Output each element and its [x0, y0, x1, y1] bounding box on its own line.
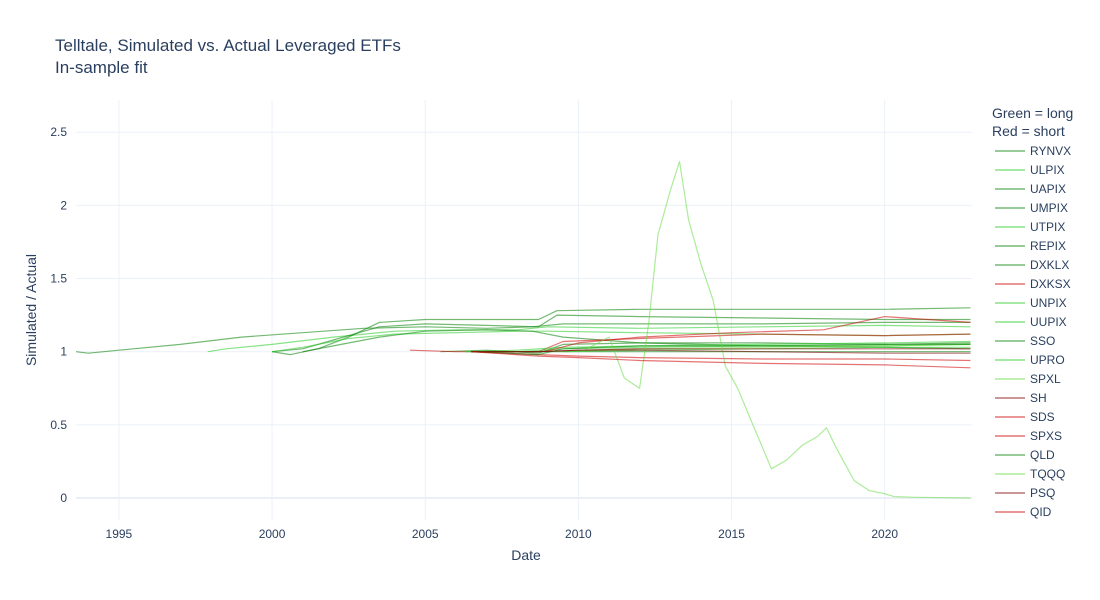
legend-item-sds[interactable]: SDS — [995, 410, 1055, 424]
legend-item-dxksx[interactable]: DXKSX — [995, 277, 1071, 291]
legend-items: RYNVX ULPIX UAPIX UMPIX UTPIX REPIX DXKLX DXKSX… — [995, 144, 1071, 519]
legend-item-spxl[interactable]: SPXL — [995, 372, 1061, 386]
legend-label: SDS — [1030, 410, 1055, 424]
legend-label: DXKSX — [1030, 277, 1071, 291]
grid-layer — [76, 100, 972, 520]
legend-label: SSO — [1030, 334, 1055, 348]
legend-label: DXKLX — [1030, 258, 1069, 272]
legend: Green = long Red = short RYNVX ULPIX UAPIX… — [992, 105, 1073, 519]
legend-title-long: Green = long — [992, 105, 1073, 121]
series-line-umpix — [271, 314, 971, 353]
y-tick-label: 2 — [60, 198, 67, 212]
legend-item-psq[interactable]: PSQ — [995, 486, 1055, 500]
legend-label: REPIX — [1030, 239, 1066, 253]
legend-item-repix[interactable]: REPIX — [995, 239, 1066, 253]
legend-label: UTPIX — [1030, 220, 1065, 234]
series-layer — [75, 160, 971, 499]
legend-item-umpix[interactable]: UMPIX — [995, 201, 1068, 215]
legend-item-utpix[interactable]: UTPIX — [995, 220, 1065, 234]
legend-label: UPRO — [1030, 353, 1065, 367]
legend-item-unpix[interactable]: UNPIX — [995, 296, 1067, 310]
legend-label: PSQ — [1030, 486, 1055, 500]
legend-item-rynvx[interactable]: RYNVX — [995, 144, 1071, 158]
chart-title: Telltale, Simulated vs. Actual Leveraged… — [55, 36, 401, 55]
y-tick-label: 2.5 — [50, 125, 67, 139]
x-tick-label: 2000 — [259, 527, 286, 541]
x-axis-title: Date — [511, 547, 541, 563]
x-tick-label: 2010 — [565, 527, 592, 541]
legend-label: ULPIX — [1030, 163, 1065, 177]
legend-title-short: Red = short — [992, 123, 1065, 139]
series-line-tqqq — [581, 160, 971, 499]
y-tick-label: 1 — [60, 345, 67, 359]
series-line-psq — [471, 349, 971, 354]
x-tick-label: 2015 — [718, 527, 745, 541]
legend-item-ulpix[interactable]: ULPIX — [995, 163, 1065, 177]
legend-label: RYNVX — [1030, 144, 1071, 158]
legend-label: QLD — [1030, 448, 1055, 462]
y-axis-title: Simulated / Actual — [23, 254, 39, 366]
legend-label: UMPIX — [1030, 201, 1068, 215]
legend-label: SPXL — [1030, 372, 1061, 386]
legend-label: TQQQ — [1030, 467, 1065, 481]
y-tick-label: 0 — [60, 491, 67, 505]
legend-item-upro[interactable]: UPRO — [995, 353, 1065, 367]
x-tick-label: 2020 — [871, 527, 898, 541]
x-tick-label: 2005 — [412, 527, 439, 541]
legend-item-dxklx[interactable]: DXKLX — [995, 258, 1069, 272]
series-line-rynvx — [75, 321, 971, 354]
legend-item-sso[interactable]: SSO — [995, 334, 1055, 348]
series-line-spxs — [544, 316, 971, 353]
legend-label: SPXS — [1030, 429, 1062, 443]
legend-item-qld[interactable]: QLD — [995, 448, 1055, 462]
legend-label: UAPIX — [1030, 182, 1066, 196]
legend-label: SH — [1030, 391, 1047, 405]
legend-item-uapix[interactable]: UAPIX — [995, 182, 1066, 196]
legend-item-spxs[interactable]: SPXS — [995, 429, 1062, 443]
series-line-qld — [471, 343, 971, 356]
y-tick-label: 0.5 — [50, 418, 67, 432]
legend-item-uupix[interactable]: UUPIX — [995, 315, 1067, 329]
tick-layer: 1995 2000 2005 2010 2015 2020 0 0.5 1 1.5 2 2.5 — [50, 125, 898, 541]
legend-item-sh[interactable]: SH — [995, 391, 1047, 405]
legend-label: UNPIX — [1030, 296, 1067, 310]
legend-label: QID — [1030, 505, 1052, 519]
legend-label: UUPIX — [1030, 315, 1067, 329]
legend-item-tqqq[interactable]: TQQQ — [995, 467, 1065, 481]
chart-subtitle: In-sample fit — [55, 58, 148, 77]
series-line-qid — [471, 351, 971, 369]
y-tick-label: 1.5 — [50, 272, 67, 286]
legend-item-qid[interactable]: QID — [995, 505, 1052, 519]
x-tick-label: 1995 — [106, 527, 133, 541]
